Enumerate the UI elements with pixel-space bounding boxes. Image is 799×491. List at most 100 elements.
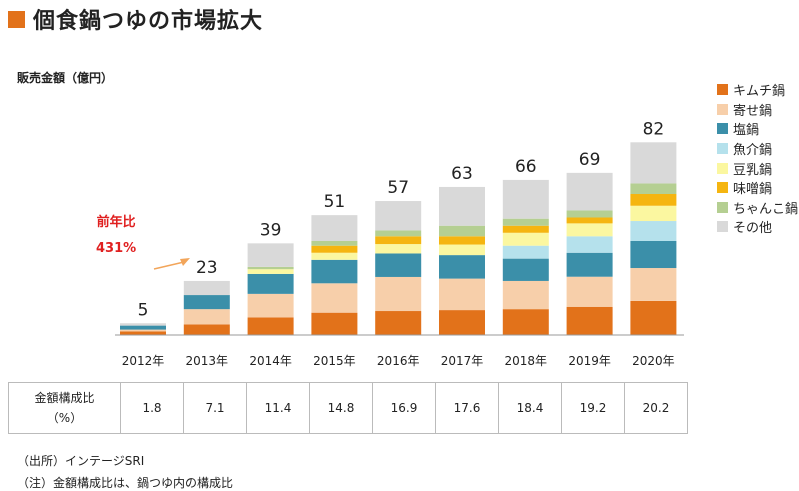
bar-segment (630, 241, 677, 269)
bar-segment (630, 205, 677, 222)
bar-total-label: 23 (196, 258, 218, 278)
bar-segment (566, 217, 613, 224)
legend-item: キムチ鍋 (717, 80, 798, 100)
bar-segment (183, 280, 230, 296)
legend-swatch (717, 103, 728, 115)
bar-total-label: 82 (643, 119, 665, 139)
legend-item: その他 (717, 217, 798, 237)
page-title: 個食鍋つゆの市場拡大 (33, 9, 264, 34)
legend-item: 味噌鍋 (717, 178, 798, 198)
bar-segment (311, 215, 358, 241)
footnote: （注）金額構成比は、鍋つゆ内の構成比 (17, 476, 234, 490)
x-tick-label: 2012年 (122, 354, 165, 368)
table-header-cell: 金額構成比 （%） (8, 382, 121, 434)
bar-segment (375, 311, 422, 335)
legend-label: 寄せ鍋 (733, 103, 773, 119)
bar-segment (183, 295, 230, 310)
growth-arrow-head (180, 258, 190, 266)
legend-swatch (717, 143, 728, 155)
bar-segment (566, 210, 613, 218)
legend-label: その他 (733, 221, 773, 237)
x-tick-label: 2018年 (505, 354, 548, 368)
source-note: （出所）インテージSRI (17, 454, 145, 468)
bar-segment (120, 329, 166, 332)
growth-annotation: 前年比 431% (96, 210, 136, 262)
legend-item: 塩鍋 (717, 119, 798, 139)
bar-total-label: 63 (451, 164, 473, 184)
bar-segment (120, 325, 166, 330)
bar-segment (502, 232, 549, 246)
bar-segment (375, 244, 422, 254)
table-cell: 17.6 (435, 382, 499, 434)
table-cell: 20.2 (624, 382, 688, 434)
bar-segment (439, 225, 485, 237)
stacked-bar-chart: 5 2012年 23 2013年 39 2014年 51 2015年 57 2016年 63 2017… (115, 119, 684, 368)
bar-segment (502, 258, 549, 281)
legend-item: 魚介鍋 (717, 139, 798, 159)
growth-label-text: 前年比 (96, 215, 136, 230)
bar-segment (502, 309, 549, 335)
bar-segment (439, 278, 485, 311)
bar-segment (630, 142, 677, 184)
bar-segment (439, 255, 485, 279)
x-tick-label: 2013年 (186, 354, 229, 368)
bar-segment (439, 186, 485, 226)
legend-label: 魚介鍋 (733, 143, 773, 159)
bar-segment (566, 252, 613, 277)
legend-label: 塩鍋 (733, 123, 760, 139)
legend-item: 豆乳鍋 (717, 158, 798, 178)
bar-segment (247, 269, 294, 274)
bar-segment (502, 225, 549, 233)
bar-segment (247, 266, 294, 270)
chart-legend: キムチ鍋寄せ鍋塩鍋魚介鍋豆乳鍋味噌鍋ちゃんこ鍋その他 (717, 80, 798, 237)
bar-segment (375, 201, 422, 231)
bar-segment (247, 317, 294, 335)
bar-segment (247, 273, 294, 294)
bar-segment (502, 280, 549, 310)
table-cell: 7.1 (183, 382, 247, 434)
bar-segment (311, 252, 358, 260)
bar-segment (247, 293, 294, 318)
table-header-label: 金額構成比 (34, 391, 95, 405)
x-tick-label: 2015年 (313, 354, 356, 368)
bar-segment (439, 244, 485, 256)
bar-segment (630, 300, 677, 335)
bar-segment (311, 312, 358, 335)
x-tick-label: 2019年 (568, 354, 611, 368)
bar-segment (566, 236, 613, 253)
legend-label: 豆乳鍋 (733, 162, 773, 178)
bar-segment (311, 283, 358, 313)
bar-segment (439, 236, 485, 245)
title-block: 個食鍋つゆの市場拡大 (8, 4, 263, 34)
bar-segment (566, 223, 613, 237)
bar-segment (375, 253, 422, 277)
x-tick-label: 2016年 (377, 354, 420, 368)
growth-arrow (153, 261, 185, 270)
table-cell: 18.4 (498, 382, 562, 434)
legend-swatch (717, 84, 728, 96)
bar-segment (311, 245, 358, 253)
table-cell: 16.9 (372, 382, 436, 434)
bar-total-label: 69 (579, 150, 601, 170)
bar-segment (502, 179, 549, 219)
title-square-icon (8, 10, 25, 28)
table-cell: 14.8 (309, 382, 373, 434)
bar-segment (566, 276, 613, 307)
unit-label: 販売金額（億円） (17, 71, 114, 85)
legend-label: 味噌鍋 (733, 182, 773, 198)
x-tick-label: 2014年 (249, 354, 292, 368)
bar-segment (566, 172, 613, 211)
bar-segment (375, 276, 422, 312)
bar-total-label: 5 (138, 300, 149, 320)
bar-segment (502, 245, 549, 259)
bar-segment (502, 218, 549, 226)
legend-swatch (717, 123, 728, 135)
x-tick-label: 2020年 (632, 354, 675, 368)
legend-item: 寄せ鍋 (717, 100, 798, 120)
bar-total-label: 66 (515, 157, 537, 177)
bar-segment (566, 306, 613, 335)
bar-segment (375, 236, 422, 245)
table-header-unit: （%） (46, 411, 83, 425)
legend-label: ちゃんこ鍋 (733, 201, 799, 217)
legend-swatch (717, 201, 728, 213)
